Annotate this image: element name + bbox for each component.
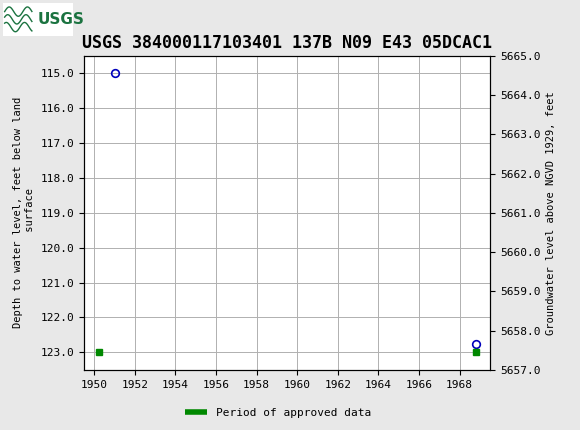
Title: USGS 384000117103401 137B N09 E43 05DCAC1: USGS 384000117103401 137B N09 E43 05DCAC…	[82, 34, 492, 52]
Bar	[3, 3, 72, 36]
Legend: Period of approved data: Period of approved data	[181, 403, 376, 422]
Y-axis label: Groundwater level above NGVD 1929, feet: Groundwater level above NGVD 1929, feet	[546, 91, 556, 335]
Y-axis label: Depth to water level, feet below land
 surface: Depth to water level, feet below land su…	[13, 97, 35, 329]
Text: USGS: USGS	[38, 12, 85, 27]
